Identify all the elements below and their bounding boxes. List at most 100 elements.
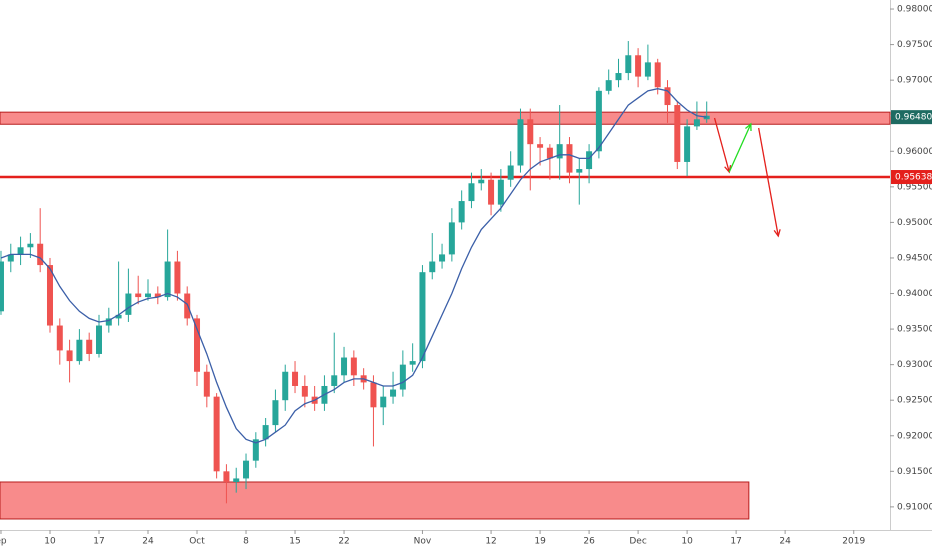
- candle-body: [654, 62, 661, 88]
- y-tick-label: 0.94000: [897, 289, 932, 299]
- candle-body: [703, 115, 710, 120]
- y-tick-label: 0.92000: [897, 431, 932, 441]
- candle-body: [223, 471, 230, 482]
- price-label: 0.96480: [895, 113, 932, 123]
- candle-body: [135, 293, 142, 298]
- candle-body: [605, 80, 612, 91]
- x-tick-label: 15: [289, 537, 300, 547]
- x-tick-label: 10: [681, 537, 693, 547]
- x-tick-label: 24: [779, 537, 791, 547]
- x-tick-label: ep: [0, 537, 7, 547]
- candle-body: [586, 151, 593, 170]
- x-tick-label: 17: [93, 537, 104, 547]
- candle-body: [458, 201, 465, 223]
- candle-body: [164, 261, 171, 298]
- candle-body: [341, 357, 348, 376]
- candle-body: [537, 144, 544, 148]
- candle-body: [644, 62, 651, 77]
- candle-body: [213, 396, 220, 472]
- candle-body: [243, 460, 250, 479]
- candle-body: [76, 339, 83, 362]
- candle-body: [497, 179, 504, 205]
- candle-body: [66, 350, 73, 362]
- x-tick-label: 10: [44, 537, 56, 547]
- plot-area: [0, 41, 891, 520]
- price-label: 0.95638: [895, 173, 932, 183]
- candle-body: [370, 382, 377, 408]
- y-tick-label: 0.93000: [897, 360, 932, 370]
- candle-body: [693, 119, 700, 127]
- candle-body: [527, 119, 534, 145]
- x-tick-label: Oct: [189, 537, 205, 547]
- candle-body: [478, 179, 485, 184]
- x-tick-label: Nov: [414, 537, 432, 547]
- candle-body: [331, 375, 338, 386]
- candle-body: [27, 243, 34, 248]
- arrow-line: [713, 117, 730, 173]
- candle-body: [439, 254, 446, 262]
- zone: [0, 111, 891, 125]
- candle-body: [184, 293, 191, 319]
- candle-body: [95, 325, 102, 354]
- y-tick-label: 0.98000: [897, 5, 932, 15]
- arrow-head: [745, 122, 752, 132]
- y-tick-label: 0.91000: [897, 502, 932, 512]
- y-tick-label: 0.95500: [897, 182, 932, 192]
- y-tick-label: 0.97000: [897, 76, 932, 86]
- candle-body: [615, 73, 622, 81]
- candle-body: [0, 261, 4, 312]
- candle-body: [282, 371, 289, 401]
- x-tick-label: 24: [142, 537, 154, 547]
- y-tick-label: 0.92500: [897, 396, 932, 406]
- arrow-line: [728, 123, 752, 173]
- candle-body: [429, 261, 436, 273]
- candle-body: [390, 389, 397, 397]
- candle-body: [419, 272, 426, 362]
- price-label-box: [891, 170, 932, 185]
- candle-body: [174, 261, 181, 294]
- zone: [0, 481, 750, 520]
- candle-body: [595, 90, 602, 152]
- candle-body: [380, 396, 387, 408]
- candle-body: [399, 364, 406, 390]
- candle-body: [292, 371, 299, 386]
- x-tick-label: 12: [485, 537, 496, 547]
- y-tick-label: 0.94500: [897, 253, 932, 263]
- candle-body: [468, 183, 475, 202]
- arrow-line: [758, 127, 779, 237]
- candle-body: [625, 55, 632, 74]
- candle-body: [566, 144, 573, 173]
- candle-body: [145, 293, 152, 298]
- y-tick-label: 0.93500: [897, 325, 932, 335]
- candle-body: [86, 339, 93, 354]
- price-label-box: [891, 110, 932, 125]
- candle-body: [17, 247, 24, 255]
- candle-body: [105, 318, 112, 326]
- x-tick-label: 26: [583, 537, 595, 547]
- candle-body: [7, 254, 14, 262]
- candle-body: [233, 478, 240, 482]
- candle-body: [115, 314, 122, 319]
- candle-body: [194, 318, 201, 372]
- candle-body: [556, 144, 563, 159]
- candle-body: [684, 126, 691, 162]
- candle-body: [262, 425, 269, 440]
- candle-body: [409, 361, 416, 365]
- candle-body: [517, 119, 524, 166]
- x-tick-label: 19: [534, 537, 546, 547]
- candle-body: [37, 243, 44, 266]
- arrow-head: [773, 229, 781, 238]
- y-tick-label: 0.91500: [897, 467, 932, 477]
- candle-body: [56, 325, 63, 351]
- candle-body: [507, 165, 514, 180]
- candle-body: [154, 293, 161, 298]
- candle-body: [488, 179, 495, 205]
- candle-body: [448, 222, 455, 255]
- candle-body: [46, 265, 53, 326]
- candle-body: [546, 147, 553, 159]
- y-tick-label: 0.95000: [897, 218, 932, 228]
- candle-body: [635, 55, 642, 77]
- candle-body: [252, 439, 259, 461]
